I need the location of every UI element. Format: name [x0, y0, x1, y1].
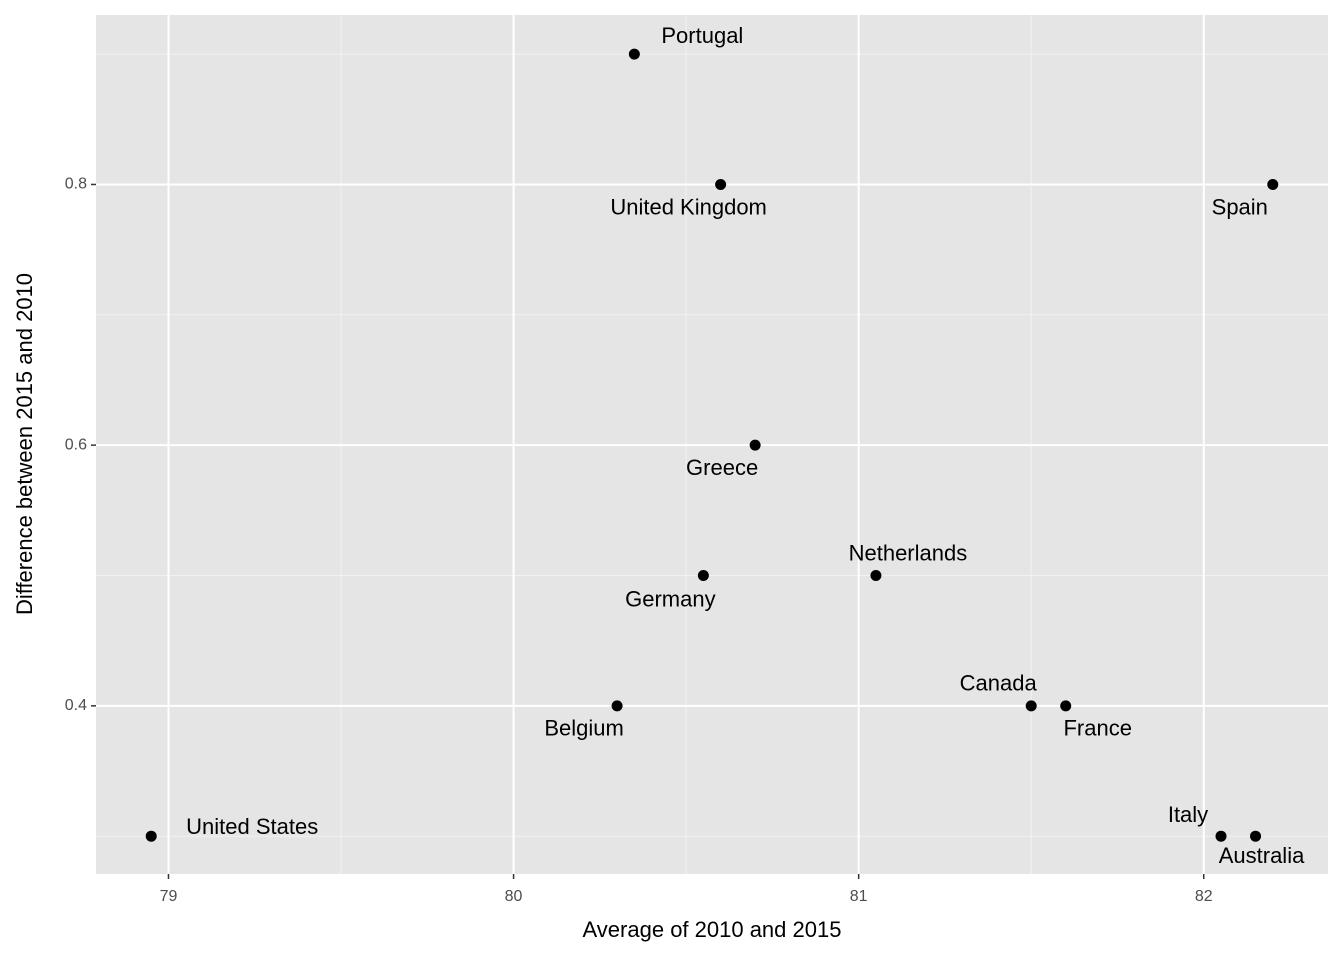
point: [1215, 830, 1227, 842]
point: [749, 439, 761, 451]
point: [1025, 700, 1037, 712]
point: [870, 570, 882, 582]
point: [145, 830, 157, 842]
point-label: Greece: [686, 455, 758, 480]
point-label: Germany: [625, 586, 715, 611]
point-label: Italy: [1168, 802, 1208, 827]
x-tick-label: 79: [160, 888, 178, 905]
point: [628, 48, 640, 60]
point-label: Belgium: [544, 716, 623, 741]
point: [697, 570, 709, 582]
x-tick-label: 82: [1195, 888, 1213, 905]
y-tick-label: 0.4: [65, 697, 87, 714]
x-tick-label: 80: [505, 888, 523, 905]
point-label: United Kingdom: [610, 194, 767, 219]
y-tick-label: 0.6: [65, 436, 87, 453]
point: [1250, 830, 1262, 842]
x-tick-label: 81: [850, 888, 868, 905]
point: [611, 700, 623, 712]
point-label: France: [1063, 716, 1131, 741]
y-axis-title: Difference between 2015 and 2010: [12, 273, 37, 615]
point-label: Portugal: [661, 23, 743, 48]
point-label: Australia: [1219, 843, 1305, 868]
point-label: Spain: [1212, 194, 1268, 219]
point: [715, 178, 727, 190]
point-label: United States: [186, 814, 318, 839]
point-label: Netherlands: [849, 540, 968, 565]
x-axis-title: Average of 2010 and 2015: [583, 917, 842, 942]
point-label: Canada: [960, 671, 1038, 696]
y-tick-label: 0.8: [65, 176, 87, 193]
point: [1060, 700, 1072, 712]
point: [1267, 178, 1279, 190]
